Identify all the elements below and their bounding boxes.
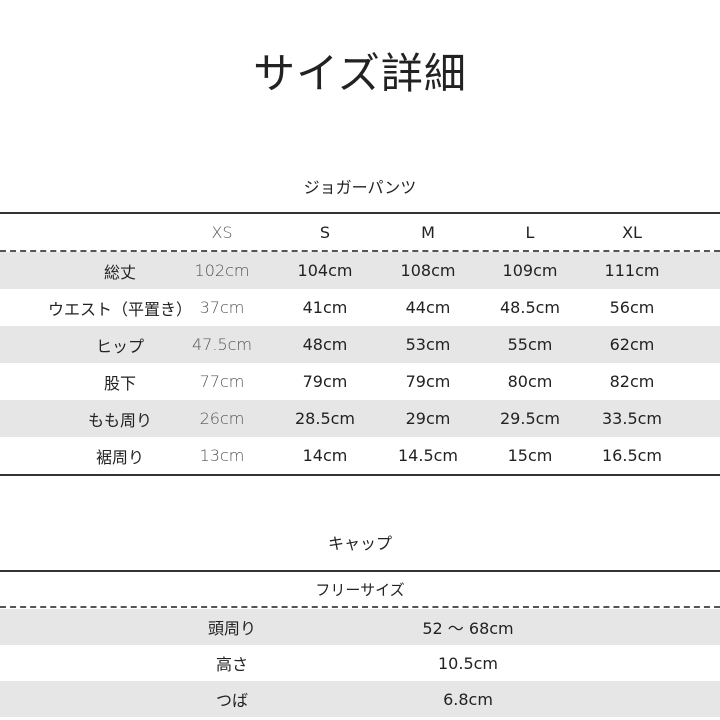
cell-value: 77cm [199, 372, 245, 391]
pants-header-row: XS S M L XL [0, 214, 720, 250]
size-header: S [319, 222, 331, 242]
row-label: ウエスト（平置き） [47, 299, 193, 319]
size-header: XS [211, 222, 233, 242]
table-row: つば 6.8cm [0, 681, 720, 717]
cell-value: 53cm [405, 335, 451, 354]
table-row: 高さ 10.5cm [0, 645, 720, 681]
cell-value: 13cm [199, 446, 245, 465]
cell-value: 48.5cm [499, 298, 561, 317]
table-row: ウエスト（平置き） 37cm 41cm 44cm 48.5cm 56cm [0, 289, 720, 326]
cell-value: 33.5cm [601, 409, 663, 428]
cell-value: 14cm [302, 446, 348, 465]
pants-heading: ジョガーパンツ [303, 178, 417, 197]
dashed-divider [0, 606, 720, 608]
row-label: 裾周り [95, 447, 145, 467]
table-row: 頭周り 52 ～ 68cm [0, 609, 720, 645]
cell-value: 56cm [609, 298, 655, 317]
cell-value: 79cm [302, 372, 348, 391]
row-label: つば [215, 691, 249, 710]
cell-value: 29.5cm [499, 409, 561, 428]
table-row: ヒップ 47.5cm 48cm 53cm 55cm 62cm [0, 326, 720, 363]
cap-header-row: フリーサイズ [0, 572, 720, 607]
cell-value: 6.8cm [443, 689, 493, 709]
cell-value: 28.5cm [294, 409, 356, 428]
cell-value: 80cm [507, 372, 553, 391]
row-label: ヒップ [95, 336, 145, 356]
table-row: 裾周り 13cm 14cm 14.5cm 15cm 16.5cm [0, 437, 720, 474]
table-row: もも周り 26cm 28.5cm 29cm 29.5cm 33.5cm [0, 400, 720, 437]
divider [0, 474, 720, 476]
cell-value: 41cm [302, 298, 348, 317]
cap-size-label: フリーサイズ [315, 581, 405, 599]
row-label: 総丈 [103, 262, 137, 282]
cell-value: 44cm [405, 298, 451, 317]
table-row: 総丈 102cm 104cm 108cm 109cm 111cm [0, 252, 720, 289]
page-title: サイズ詳細 [253, 49, 467, 98]
cell-value: 29cm [405, 409, 451, 428]
row-label: もも周り [87, 410, 153, 430]
divider [0, 570, 720, 572]
size-header: XL [622, 222, 642, 242]
cell-value: 108cm [400, 261, 456, 280]
row-label: 頭周り [207, 619, 257, 638]
cell-value: 14.5cm [397, 446, 459, 465]
cell-value: 82cm [609, 372, 655, 391]
cell-value: 48cm [302, 335, 348, 354]
cell-value: 10.5cm [437, 653, 499, 673]
cell-value: 16.5cm [601, 446, 663, 465]
table-row: 股下 77cm 79cm 79cm 80cm 82cm [0, 363, 720, 400]
cell-value: 15cm [507, 446, 553, 465]
cell-value: 111cm [604, 261, 660, 280]
cell-value: 55cm [507, 335, 553, 354]
cell-value: 79cm [405, 372, 451, 391]
dashed-divider [0, 250, 720, 252]
row-label: 高さ [215, 655, 249, 674]
cell-value: 102cm [194, 261, 250, 280]
cell-value: 104cm [297, 261, 353, 280]
divider [0, 212, 720, 214]
cap-heading: キャップ [327, 534, 392, 553]
row-label: 股下 [103, 373, 137, 393]
cell-value: 37cm [199, 298, 245, 317]
cell-value: 52 ～ 68cm [422, 619, 514, 638]
cell-value: 62cm [609, 335, 655, 354]
size-header: L [525, 222, 535, 242]
size-header: M [421, 222, 435, 242]
cell-value: 109cm [502, 261, 558, 280]
cell-value: 47.5cm [191, 335, 253, 354]
cell-value: 26cm [199, 409, 245, 428]
